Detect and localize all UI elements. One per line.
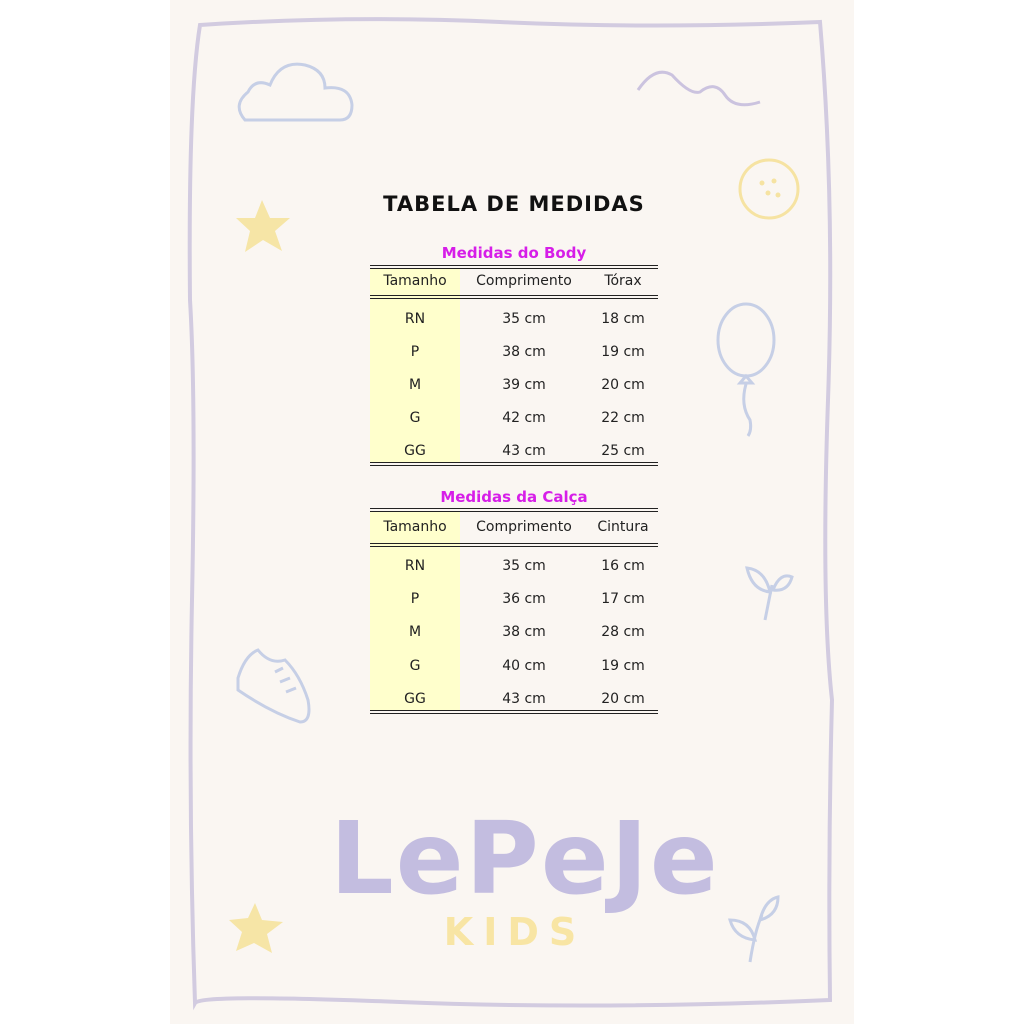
table-cell: 28 cm: [601, 624, 645, 641]
table-cell: 38 cm: [502, 624, 546, 641]
table-cell: 43 cm: [502, 443, 546, 459]
table-cell: M: [408, 624, 422, 641]
divider: [370, 710, 658, 714]
header-cell: Tamanho: [383, 519, 447, 535]
table-cell: 35 cm: [502, 558, 546, 574]
table-cell: 43 cm: [502, 690, 546, 707]
table-cell: 17 cm: [601, 591, 645, 608]
leaf-icon: [728, 895, 780, 963]
table-cell: 19 cm: [601, 344, 645, 360]
table-cell: M: [408, 377, 422, 393]
divider: [370, 462, 658, 466]
divider: [370, 265, 658, 269]
size-column-highlight: [370, 511, 460, 710]
table-cell: 18 cm: [601, 311, 645, 327]
button-icon: [738, 158, 800, 220]
table-cell: 39 cm: [502, 377, 546, 393]
table-cell: 22 cm: [601, 410, 645, 426]
page-title: TABELA DE MEDIDAS: [383, 192, 645, 216]
table-cell: P: [410, 344, 420, 360]
squiggle-icon: [636, 70, 761, 107]
leaf-icon: [745, 566, 794, 621]
table-cell: 35 cm: [502, 311, 546, 327]
table-cell: 20 cm: [601, 377, 645, 393]
sneaker-icon: [236, 648, 311, 724]
table-cell: GG: [404, 443, 426, 459]
header-cell: Cintura: [597, 519, 649, 535]
table-cell: RN: [404, 558, 426, 574]
star-icon: [229, 903, 283, 953]
table-cell: G: [409, 657, 421, 674]
table-title: Medidas do Body: [441, 244, 587, 262]
table-cell: P: [410, 591, 420, 608]
star-icon: [236, 200, 290, 252]
header-cell: Tórax: [604, 273, 642, 289]
divider: [370, 295, 658, 299]
divider: [370, 543, 658, 547]
brand-logo-sub: KIDS: [443, 910, 587, 954]
balloon-icon: [716, 302, 776, 437]
table-cell: 19 cm: [601, 657, 645, 674]
table-cell: 20 cm: [601, 690, 645, 707]
brand-logo: LePeJe: [330, 800, 720, 917]
table-cell: G: [409, 410, 421, 426]
header-cell: Comprimento: [476, 519, 572, 535]
size-chart-card: [170, 0, 854, 1024]
table-cell: 42 cm: [502, 410, 546, 426]
table-cell: 40 cm: [502, 657, 546, 674]
divider: [370, 508, 658, 512]
wavy-border: [187, 17, 835, 1011]
table-cell: 38 cm: [502, 344, 546, 360]
table-title: Medidas da Calça: [440, 488, 588, 506]
cloud-icon: [237, 62, 354, 122]
table-cell: 25 cm: [601, 443, 645, 459]
table-cell: GG: [404, 690, 426, 707]
size-column-highlight: [370, 268, 460, 463]
header-cell: Comprimento: [476, 273, 572, 289]
header-cell: Tamanho: [383, 273, 447, 289]
table-cell: 36 cm: [502, 591, 546, 608]
table-cell: RN: [404, 311, 426, 327]
table-cell: 16 cm: [601, 558, 645, 574]
